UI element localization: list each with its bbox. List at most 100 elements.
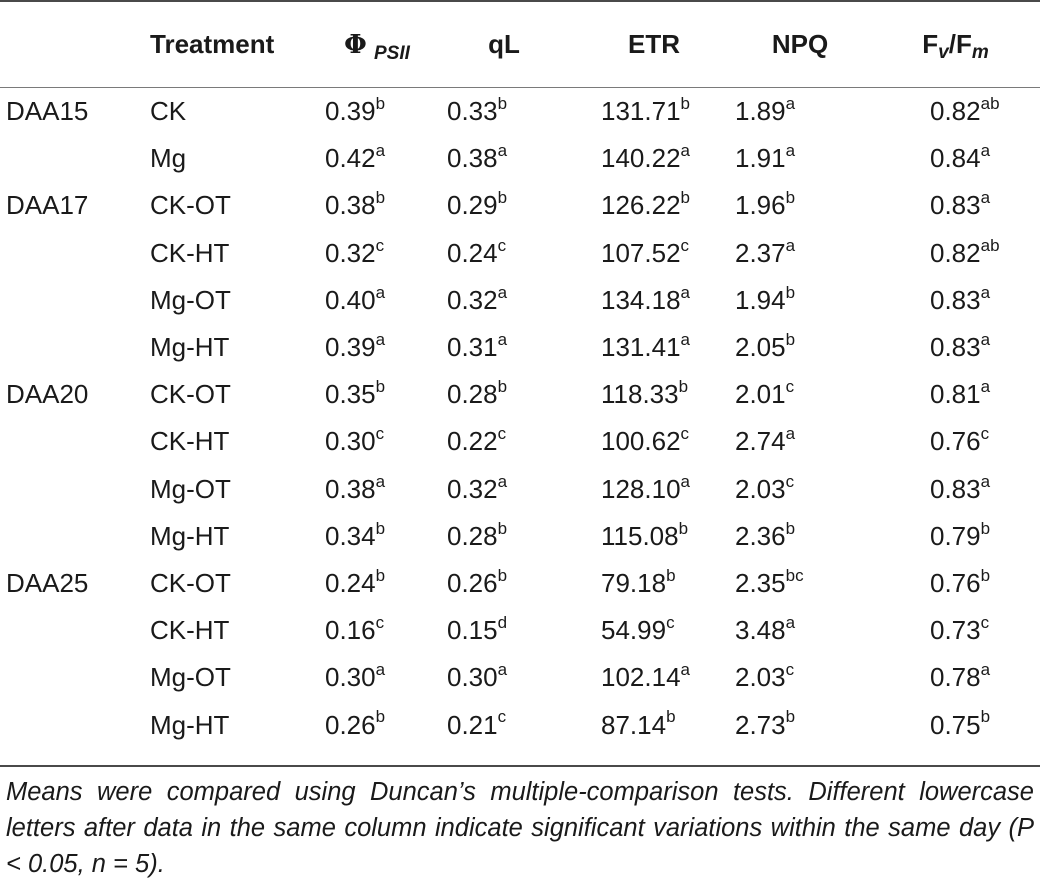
row-treatment: CK-HT: [150, 237, 230, 268]
row-day: DAA20: [6, 379, 89, 410]
fvfm-f: F: [922, 28, 939, 59]
phi-subscript: PSII: [373, 43, 410, 65]
row-treatment: CK-HT: [150, 615, 230, 646]
etr-significance-letter: b: [680, 94, 690, 114]
phi-significance-letter: a: [375, 282, 386, 302]
phi-significance-letter: b: [375, 377, 386, 397]
cell-etr: 118.33b: [579, 371, 729, 418]
fvfm-significance-letter: a: [980, 188, 991, 208]
ql-value: 0.28: [447, 520, 498, 551]
row-treatment: Mg-OT: [150, 473, 231, 504]
row-day: DAA17: [6, 190, 89, 221]
row-day: [0, 654, 150, 701]
ql-significance-letter: b: [497, 565, 508, 585]
fvfm-significance-letter: b: [980, 707, 991, 727]
fvfm-significance-letter: b: [980, 518, 991, 538]
row-day: [0, 418, 150, 465]
fvfm-value: 0.73: [930, 615, 981, 646]
etr-significance-letter: c: [666, 613, 675, 633]
npq-significance-letter: b: [785, 329, 796, 349]
etr-significance-letter: c: [680, 235, 690, 255]
cell-phi: 0.39a: [325, 324, 429, 371]
npq-value: 2.05: [735, 332, 786, 363]
npq-value: 2.74: [735, 426, 786, 457]
table-row: CK-HT 0.32c 0.24c 107.52c 2.37a 0.82ab: [0, 230, 1040, 277]
cell-ql: 0.32a: [429, 466, 579, 513]
fvfm-value: 0.75: [930, 709, 981, 740]
fvfm-value: 0.83: [930, 473, 981, 504]
cell-ql: 0.33b: [429, 88, 579, 135]
cell-ql: 0.30a: [429, 654, 579, 701]
row-treatment: Mg-HT: [150, 332, 230, 363]
row-day: DAA15: [6, 96, 89, 127]
phi-value: 0.42: [325, 143, 376, 174]
cell-npq: 2.03c: [729, 654, 871, 701]
row-treatment: CK: [150, 96, 187, 127]
phi-significance-letter: b: [375, 94, 386, 114]
ql-significance-letter: d: [497, 613, 508, 633]
npq-significance-letter: a: [785, 141, 796, 161]
header-day: [0, 0, 150, 88]
cell-ql: 0.24c: [429, 230, 579, 277]
phi-significance-letter: b: [375, 188, 386, 208]
cell-etr: 79.18b: [579, 560, 729, 607]
cell-fvfm: 0.84a: [871, 135, 1040, 182]
table-row: DAA20 CK-OT 0.35b 0.28b 118.33b 2.01c 0.81a: [0, 371, 1040, 418]
cell-phi: 0.24b: [325, 560, 429, 607]
npq-significance-letter: b: [785, 518, 796, 538]
etr-value: 131.41: [601, 332, 681, 363]
cell-phi: 0.26b: [325, 701, 429, 748]
cell-fvfm: 0.79b: [871, 513, 1040, 560]
ql-significance-letter: b: [497, 377, 508, 397]
etr-value: 102.14: [601, 662, 681, 693]
row-treatment: CK-OT: [150, 190, 231, 221]
cell-etr: 128.10a: [579, 466, 729, 513]
cell-ql: 0.28b: [429, 513, 579, 560]
fvfm-significance-letter: a: [980, 141, 991, 161]
cell-fvfm: 0.76c: [871, 418, 1040, 465]
table-row: Mg-HT 0.39a 0.31a 131.41a 2.05b 0.83a: [0, 324, 1040, 371]
cell-npq: 2.37a: [729, 230, 871, 277]
table-row: Mg-OT 0.38a 0.32a 128.10a 2.03c 0.83a: [0, 466, 1040, 513]
cell-phi: 0.38b: [325, 182, 429, 229]
cell-ql: 0.31a: [429, 324, 579, 371]
table-row: CK-HT 0.16c 0.15d 54.99c 3.48a 0.73c: [0, 607, 1040, 654]
ql-significance-letter: c: [497, 424, 507, 444]
fvfm-significance-letter: a: [980, 329, 991, 349]
npq-significance-letter: b: [785, 282, 796, 302]
etr-significance-letter: a: [680, 282, 690, 302]
cell-etr: 131.41a: [579, 324, 729, 371]
npq-value: 2.37: [735, 237, 786, 268]
cell-ql: 0.28b: [429, 371, 579, 418]
fvfm-value: 0.76: [930, 426, 981, 457]
phi-value: 0.38: [325, 473, 376, 504]
fvfm-value: 0.78: [930, 662, 981, 693]
table-row: DAA15 CK 0.39b 0.33b 131.71b 1.89a 0.82ab: [0, 88, 1040, 135]
npq-significance-letter: a: [785, 94, 796, 114]
npq-value: 1.91: [735, 143, 786, 174]
fvfm-value: 0.79: [930, 520, 981, 551]
cell-phi: 0.30c: [325, 418, 429, 465]
fvfm-v: v: [938, 42, 949, 64]
cell-ql: 0.32a: [429, 277, 579, 324]
ql-significance-letter: b: [497, 518, 508, 538]
row-treatment: Mg-OT: [150, 662, 231, 693]
etr-significance-letter: c: [680, 424, 690, 444]
ql-significance-letter: a: [497, 141, 508, 161]
row-treatment: Mg-OT: [150, 284, 231, 315]
phi-value: 0.35: [325, 379, 376, 410]
cell-ql: 0.15d: [429, 607, 579, 654]
fvfm-significance-letter: b: [980, 565, 991, 585]
cell-npq: 2.74a: [729, 418, 871, 465]
phi-significance-letter: b: [375, 707, 386, 727]
fvfm-significance-letter: c: [980, 424, 990, 444]
phi-symbol: Φ: [344, 29, 367, 60]
cell-fvfm: 0.76b: [871, 560, 1040, 607]
npq-value: 1.96: [735, 190, 786, 221]
cell-npq: 2.36b: [729, 513, 871, 560]
etr-value: 87.14: [601, 709, 667, 740]
ql-value: 0.26: [447, 567, 498, 598]
etr-significance-letter: a: [680, 329, 690, 349]
row-day: [0, 513, 150, 560]
phi-significance-letter: a: [375, 471, 386, 491]
